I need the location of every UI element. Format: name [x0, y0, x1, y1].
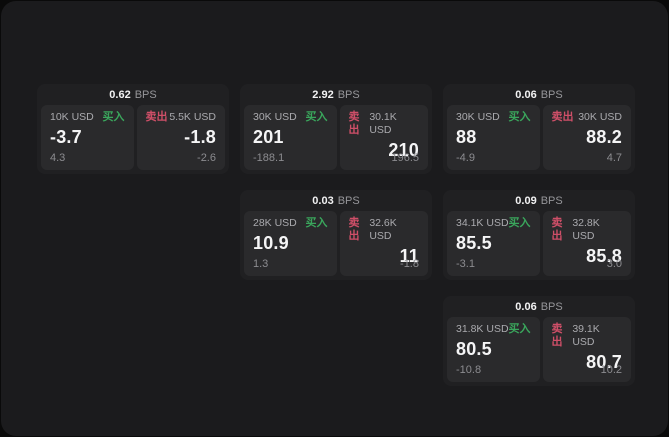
buy-panel[interactable]: 30K USD 买入 88 -4.9	[447, 105, 540, 170]
sell-notional: 32.6K USD	[369, 217, 397, 242]
buy-notional: 10K USD	[50, 111, 94, 123]
sell-price: 11	[399, 246, 419, 266]
buy-delta: -4.9	[456, 152, 475, 164]
sell-panel[interactable]: 卖出 30.1K USD 210 196.5	[339, 105, 428, 170]
buy-tag[interactable]: 买入	[305, 111, 328, 123]
bps-header: 0.09 BPS	[443, 190, 635, 211]
buy-delta: 4.3	[50, 152, 66, 164]
bps-value: 0.06	[515, 88, 537, 101]
sell-panel[interactable]: 卖出 39.1K USD 80.7 10.2	[542, 317, 631, 382]
buy-tag[interactable]: 买入	[102, 111, 125, 123]
sell-panel[interactable]: 卖出 32.8K USD 85.8 3.0	[542, 211, 631, 276]
sell-tag[interactable]: 卖出	[145, 111, 168, 123]
quote-card[interactable]: 0.06 BPS 31.8K USD 买入 80.5 -10.8 卖出 39.1…	[443, 296, 635, 386]
buy-notional: 34.1K USD	[456, 217, 509, 229]
buy-notional: 28K USD	[253, 217, 297, 229]
buy-panel[interactable]: 10K USD 买入 -3.7 4.3	[41, 105, 134, 170]
sell-panel[interactable]: 卖出 5.5K USD -1.8 -2.6	[136, 105, 225, 170]
quote-card[interactable]: 0.03 BPS 28K USD 买入 10.9 1.3 卖出 32.6K US…	[240, 190, 432, 280]
sell-price: 210	[388, 140, 419, 160]
bps-header: 2.92 BPS	[240, 84, 432, 105]
bps-unit-label: BPS	[337, 88, 360, 101]
sell-panel[interactable]: 卖出 32.6K USD 11 -1.8	[339, 211, 428, 276]
sell-price: 88.2	[586, 127, 622, 147]
sell-delta: 196.5	[391, 152, 419, 164]
sell-notional: 5.5K USD	[169, 111, 216, 123]
bps-value: 2.92	[312, 88, 334, 101]
buy-notional: 30K USD	[456, 111, 500, 123]
sell-tag[interactable]: 卖出	[348, 111, 360, 136]
quote-card[interactable]: 0.62 BPS 10K USD 买入 -3.7 4.3 卖出 5.5K USD…	[37, 84, 229, 174]
buy-delta: -188.1	[253, 152, 285, 164]
sell-tag[interactable]: 卖出	[551, 217, 563, 242]
buy-tag[interactable]: 买入	[508, 217, 531, 229]
bps-unit-label: BPS	[134, 88, 157, 101]
sell-delta: -1.8	[400, 258, 419, 270]
sell-price: 80.7	[586, 352, 622, 372]
buy-delta: 1.3	[253, 258, 269, 270]
sell-price: -1.8	[184, 127, 216, 147]
sell-panel[interactable]: 卖出 30K USD 88.2 4.7	[542, 105, 631, 170]
bps-header: 0.06 BPS	[443, 296, 635, 317]
bps-unit-label: BPS	[337, 194, 360, 207]
quote-card[interactable]: 0.06 BPS 30K USD 买入 88 -4.9 卖出 30K USD 8…	[443, 84, 635, 174]
buy-panel[interactable]: 30K USD 买入 201 -188.1	[244, 105, 337, 170]
bps-value: 0.62	[109, 88, 131, 101]
buy-delta: -10.8	[456, 364, 482, 376]
bps-header: 0.03 BPS	[240, 190, 432, 211]
buy-price: 85.5	[456, 233, 492, 253]
buy-price: -3.7	[50, 127, 82, 147]
bps-unit-label: BPS	[540, 88, 563, 101]
bps-value: 0.09	[515, 194, 537, 207]
bps-unit-label: BPS	[540, 300, 563, 313]
buy-tag[interactable]: 买入	[305, 217, 328, 229]
buy-price: 80.5	[456, 339, 492, 359]
sell-notional: 32.8K USD	[572, 217, 600, 242]
bps-unit-label: BPS	[540, 194, 563, 207]
sell-delta: 10.2	[600, 364, 622, 376]
sell-tag[interactable]: 卖出	[551, 323, 563, 348]
buy-notional: 30K USD	[253, 111, 297, 123]
buy-tag[interactable]: 买入	[508, 323, 531, 335]
quote-card[interactable]: 2.92 BPS 30K USD 买入 201 -188.1 卖出 30.1K …	[240, 84, 432, 174]
sell-delta: 4.7	[606, 152, 622, 164]
bps-value: 0.06	[515, 300, 537, 313]
buy-panel[interactable]: 28K USD 买入 10.9 1.3	[244, 211, 337, 276]
sell-notional: 39.1K USD	[572, 323, 600, 348]
buy-delta: -3.1	[456, 258, 475, 270]
sell-notional: 30K USD	[578, 111, 622, 123]
sell-tag[interactable]: 卖出	[348, 217, 360, 242]
bps-header: 0.62 BPS	[37, 84, 229, 105]
sell-notional: 30.1K USD	[369, 111, 397, 136]
buy-price: 88	[456, 127, 477, 147]
buy-panel[interactable]: 34.1K USD 买入 85.5 -3.1	[447, 211, 540, 276]
sell-tag[interactable]: 卖出	[551, 111, 574, 123]
buy-price: 201	[253, 127, 284, 147]
quote-card[interactable]: 0.09 BPS 34.1K USD 买入 85.5 -3.1 卖出 32.8K…	[443, 190, 635, 280]
buy-price: 10.9	[253, 233, 289, 253]
bps-value: 0.03	[312, 194, 334, 207]
bps-header: 0.06 BPS	[443, 84, 635, 105]
sell-price: 85.8	[586, 246, 622, 266]
sell-delta: -2.6	[197, 152, 216, 164]
buy-notional: 31.8K USD	[456, 323, 509, 335]
sell-delta: 3.0	[606, 258, 622, 270]
buy-tag[interactable]: 买入	[508, 111, 531, 123]
buy-panel[interactable]: 31.8K USD 买入 80.5 -10.8	[447, 317, 540, 382]
